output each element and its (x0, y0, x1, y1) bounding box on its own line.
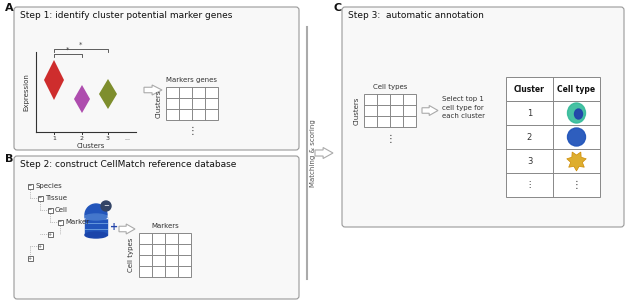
Text: Cluster: Cluster (514, 84, 545, 94)
Text: Species: Species (35, 183, 62, 189)
Text: *: * (66, 47, 69, 53)
Bar (37, 243, 42, 248)
Text: −: − (58, 220, 62, 224)
Text: −: − (38, 196, 42, 200)
Text: ⋮: ⋮ (526, 181, 534, 189)
Circle shape (567, 128, 586, 146)
Polygon shape (567, 152, 586, 171)
Text: Step 2: construct CellMatch reference database: Step 2: construct CellMatch reference da… (20, 160, 237, 169)
Bar (506, 77, 600, 101)
Text: 1: 1 (527, 108, 532, 118)
Text: 1: 1 (52, 136, 56, 141)
Text: Markers: Markers (151, 223, 179, 229)
Bar (47, 208, 52, 212)
Text: −: − (28, 184, 32, 188)
Circle shape (101, 201, 111, 211)
FancyBboxPatch shape (14, 156, 299, 299)
Text: ⋮: ⋮ (187, 126, 197, 136)
FancyBboxPatch shape (14, 7, 299, 150)
Text: −: − (48, 208, 52, 212)
Bar (85, 217, 107, 235)
Text: ⋮: ⋮ (572, 180, 581, 190)
Bar (57, 220, 62, 224)
Text: +: + (38, 243, 42, 248)
Text: *: * (80, 42, 83, 48)
Text: Clusters: Clusters (77, 143, 105, 149)
Text: 2: 2 (527, 133, 532, 142)
Text: Cell type: Cell type (557, 84, 596, 94)
Polygon shape (315, 147, 333, 158)
Bar (37, 196, 42, 200)
Polygon shape (99, 79, 117, 109)
Text: Step 1: identify cluster potential marker genes: Step 1: identify cluster potential marke… (20, 11, 232, 20)
Bar (506, 101, 600, 197)
Ellipse shape (85, 214, 107, 220)
Text: Tissue: Tissue (45, 195, 67, 201)
Bar (364, 94, 416, 127)
Text: 3: 3 (106, 136, 110, 141)
Text: B: B (5, 154, 13, 164)
Bar (47, 231, 52, 236)
Polygon shape (44, 60, 64, 100)
Text: Expression: Expression (23, 73, 29, 111)
Bar (28, 255, 33, 261)
Bar (28, 184, 33, 188)
Text: Cell types: Cell types (128, 238, 134, 272)
Text: ⋮: ⋮ (385, 134, 395, 144)
Text: +: + (48, 231, 52, 236)
Circle shape (85, 204, 107, 226)
Text: 3: 3 (527, 157, 532, 165)
Text: 2: 2 (80, 136, 84, 141)
Text: ...: ... (124, 136, 130, 141)
Polygon shape (119, 224, 135, 234)
Text: +: + (28, 255, 32, 261)
Text: Clusters: Clusters (354, 96, 360, 125)
FancyBboxPatch shape (342, 7, 624, 227)
Bar (139, 233, 191, 277)
Text: Cell: Cell (55, 207, 68, 213)
Text: Matching & scoring: Matching & scoring (310, 119, 316, 187)
Text: A: A (5, 3, 14, 13)
Bar (166, 87, 218, 120)
Text: Select top 1
cell type for
each cluster: Select top 1 cell type for each cluster (442, 96, 485, 119)
Ellipse shape (574, 109, 582, 119)
Polygon shape (422, 106, 438, 115)
Polygon shape (144, 85, 162, 95)
Ellipse shape (85, 232, 107, 238)
Text: C: C (334, 3, 342, 13)
Polygon shape (74, 85, 90, 113)
Text: +: + (110, 222, 118, 232)
Text: Marker: Marker (65, 219, 89, 225)
Text: Step 3:  automatic annotation: Step 3: automatic annotation (348, 11, 484, 20)
Ellipse shape (567, 103, 586, 123)
Text: Markers genes: Markers genes (167, 77, 218, 83)
Text: Clusters: Clusters (156, 89, 162, 118)
Text: −: − (103, 203, 109, 209)
Text: Cell types: Cell types (373, 84, 407, 90)
